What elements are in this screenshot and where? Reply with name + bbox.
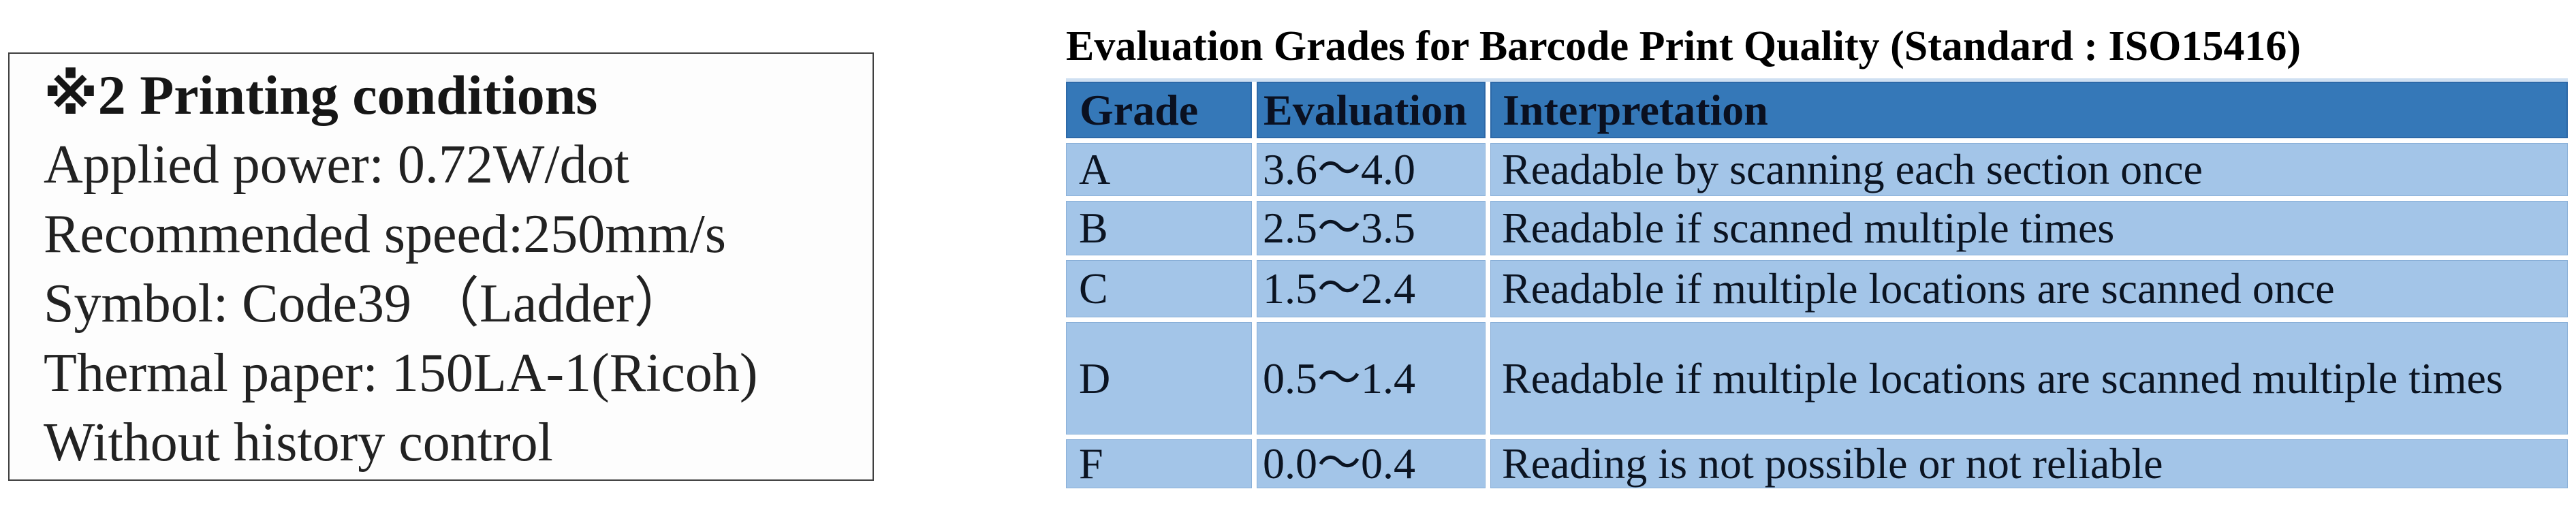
condition-applied-power: Applied power: 0.72W/dot bbox=[44, 135, 629, 195]
interpretation-cell: Readable if scanned multiple times bbox=[1490, 201, 2568, 255]
grade-cell: C bbox=[1066, 260, 1252, 317]
column-header-interpretation: Interpretation bbox=[1490, 82, 2568, 138]
column-header-grade: Grade bbox=[1066, 82, 1252, 138]
table-row-grade-d: D 0.5〜1.4 Readable if multiple locations… bbox=[1066, 322, 2568, 435]
table-header-row: Grade Evaluation Interpretation bbox=[1066, 78, 2568, 138]
condition-history-control: Without history control bbox=[44, 413, 553, 473]
column-header-evaluation: Evaluation bbox=[1257, 82, 1486, 138]
grade-table-title: Evaluation Grades for Barcode Print Qual… bbox=[1066, 23, 2302, 69]
grade-cell: A bbox=[1066, 143, 1252, 196]
evaluation-cell: 2.5〜3.5 bbox=[1257, 201, 1486, 255]
printing-conditions-heading: ※2 Printing conditions bbox=[44, 64, 598, 126]
interpretation-cell: Readable by scanning each section once bbox=[1490, 143, 2568, 196]
condition-symbol: Symbol: Code39 （Ladder） bbox=[44, 274, 689, 334]
table-row-grade-b: B 2.5〜3.5 Readable if scanned multiple t… bbox=[1066, 201, 2568, 255]
interpretation-cell: Readable if multiple locations are scann… bbox=[1490, 322, 2568, 435]
interpretation-cell: Reading is not possible or not reliable bbox=[1490, 439, 2568, 488]
evaluation-cell: 0.5〜1.4 bbox=[1257, 322, 1486, 435]
evaluation-cell: 3.6〜4.0 bbox=[1257, 143, 1486, 196]
grade-cell: B bbox=[1066, 201, 1252, 255]
grade-cell: D bbox=[1066, 322, 1252, 435]
table-row-grade-f: F 0.0〜0.4 Reading is not possible or not… bbox=[1066, 439, 2568, 488]
interpretation-cell: Readable if multiple locations are scann… bbox=[1490, 260, 2568, 317]
table-row-grade-c: C 1.5〜2.4 Readable if multiple locations… bbox=[1066, 260, 2568, 317]
grade-cell: F bbox=[1066, 439, 1252, 488]
printing-conditions-box: ※2 Printing conditions Applied power: 0.… bbox=[8, 52, 874, 481]
table-row-grade-a: A 3.6〜4.0 Readable by scanning each sect… bbox=[1066, 143, 2568, 196]
condition-recommended-speed: Recommended speed:250mm/s bbox=[44, 204, 727, 264]
evaluation-cell: 1.5〜2.4 bbox=[1257, 260, 1486, 317]
grade-table: Grade Evaluation Interpretation A 3.6〜4.… bbox=[1066, 78, 2568, 488]
condition-thermal-paper: Thermal paper: 150LA-1(Ricoh) bbox=[44, 343, 758, 403]
evaluation-cell: 0.0〜0.4 bbox=[1257, 439, 1486, 488]
